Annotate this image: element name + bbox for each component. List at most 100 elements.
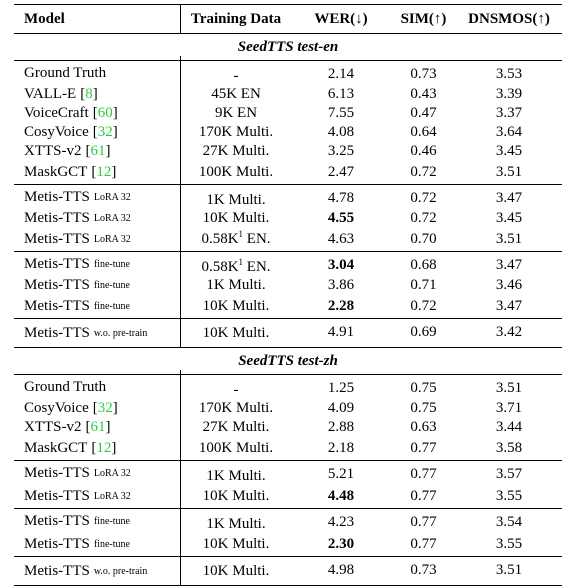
table-row: Metis-TTS fine-tune 10K Multi. 2.28 0.72 3.47 (14, 295, 562, 318)
footnote-mark: 1 (238, 257, 244, 267)
model-cell: XTTS-v2 [61] (14, 418, 181, 437)
table-row: Metis-TTS fine-tune 1K Multi. 3.86 0.71 3.46 (14, 276, 562, 295)
citation-part: ] (92, 86, 98, 102)
model-name: Metis-TTS (24, 536, 90, 552)
header-cell: DNSMOS(↑) (468, 10, 550, 27)
citation-part: [ (92, 105, 98, 121)
wer-cell: 4.63 (327, 231, 355, 247)
results-table: Model Training Data WER(↓) SIM(↑) DNSMOS(↑) S… (14, 4, 562, 586)
training-data-cell: 9K EN (181, 105, 291, 122)
citation-part: ] (105, 419, 111, 435)
model-cell: CosyVoice [32] (14, 123, 181, 142)
citation-part: [ (85, 419, 91, 435)
model-cell: CosyVoice [32] (14, 399, 181, 418)
training-data: 170K Multi. (198, 124, 274, 140)
citation-part: [ (92, 400, 98, 416)
training-data: 1K Multi. (206, 516, 266, 532)
model-cell: Metis-TTS fine-tune (14, 276, 181, 295)
training-data-cell: 10K Multi. (181, 536, 291, 553)
training-data-cell: 10K Multi. (181, 563, 291, 580)
dnsmos-cell: 3.47 (495, 257, 523, 273)
sim-cell: 0.77 (410, 488, 437, 504)
sim-cell: 0.72 (410, 298, 437, 314)
wer-cell: 4.98 (327, 561, 355, 578)
training-data-cell: 0.58K1 EN. (181, 257, 291, 276)
model-name: VALL-E (24, 86, 77, 102)
citation: [12] (91, 440, 116, 457)
citation-part: 32 (97, 124, 113, 140)
header-row: Model Training Data WER(↓) SIM(↑) DNSMOS(↑) (14, 5, 562, 34)
training-data-cell: 100K Multi. (181, 440, 291, 457)
model-cell: Metis-TTS fine-tune (14, 295, 181, 318)
model-name: Metis-TTS (24, 562, 90, 579)
table-row: Ground Truth - 2.14 0.73 3.53 (14, 56, 562, 85)
table-row: Ground Truth - 1.25 0.75 3.51 (14, 370, 562, 399)
training-data-cell: 27K Multi. (181, 419, 291, 436)
table-row: Metis-TTS LoRA 32 0.58K1 EN. 4.63 0.70 3.51 (14, 228, 562, 251)
training-data: 10K Multi. (202, 488, 270, 504)
training-data-cell: 1K Multi. (181, 468, 291, 485)
training-data-cell: 0.58K1 EN. (181, 229, 291, 248)
sim-cell: 0.71 (410, 277, 437, 293)
sim-cell: 0.72 (410, 164, 437, 180)
wer-cell: 2.88 (327, 419, 355, 435)
table-row: Metis-TTS fine-tune 1K Multi. 4.23 0.77 3.54 (14, 504, 562, 533)
wer-cell: 3.25 (327, 143, 355, 159)
training-data: 27K Multi. (202, 143, 270, 159)
citation-part: [ (85, 143, 91, 159)
citation: [32] (93, 124, 118, 141)
wer-cell: 4.09 (327, 400, 355, 416)
header-cell: Model (14, 5, 181, 33)
footnote-mark: 1 (238, 229, 244, 239)
model-name: Metis-TTS (24, 512, 90, 529)
citation: [61] (86, 419, 111, 436)
model-cell: Metis-TTS LoRA 32 (14, 485, 181, 508)
model-variant: LoRA 32 (93, 234, 131, 245)
dnsmos-cell: 3.64 (495, 124, 523, 140)
training-data-suffix: EN. (243, 231, 271, 247)
training-data: 10K Multi. (202, 324, 270, 341)
model-variant: fine-tune (93, 301, 130, 312)
header-cell: Training Data (190, 10, 282, 27)
citation: [8] (80, 86, 98, 103)
model-name: CosyVoice (24, 400, 89, 416)
model-variant: fine-tune (93, 280, 130, 291)
wer-cell: 4.91 (327, 323, 355, 340)
training-data: 0.58K (201, 231, 239, 247)
sim-cell: 0.72 (410, 210, 437, 226)
training-data: 170K Multi. (198, 400, 274, 416)
dnsmos-cell: 3.45 (495, 143, 523, 159)
citation: [60] (93, 105, 118, 122)
dnsmos-cell: 3.53 (495, 66, 523, 82)
sim-cell: 0.75 (410, 380, 437, 396)
training-data-cell: - (181, 68, 291, 85)
citation: [12] (91, 164, 116, 181)
model-variant: w.o. pre-train (93, 327, 148, 339)
wer-cell: 2.30 (327, 536, 355, 552)
model-name: Metis-TTS (24, 277, 90, 293)
model-name: VoiceCraft (24, 105, 89, 121)
sim-cell: 0.77 (410, 536, 437, 552)
training-data-cell: 10K Multi. (181, 298, 291, 315)
model-cell: Metis-TTS w.o. pre-train (14, 552, 181, 585)
table-row: VALL-E [8] 45K EN 6.13 0.43 3.39 (14, 85, 562, 104)
citation-part: [ (91, 164, 97, 180)
model-name: CosyVoice (24, 124, 89, 140)
model-name: Metis-TTS (24, 188, 90, 205)
sim-cell: 0.73 (410, 561, 437, 578)
training-data: 100K Multi. (198, 164, 274, 180)
dnsmos-cell: 3.37 (495, 105, 523, 121)
model-name: Metis-TTS (24, 464, 90, 481)
citation-part: 60 (97, 105, 113, 121)
model-cell: XTTS-v2 [61] (14, 142, 181, 161)
model-variant: fine-tune (93, 539, 130, 550)
dnsmos-cell: 3.55 (495, 536, 523, 552)
model-name: Ground Truth (24, 64, 107, 81)
training-data: 10K Multi. (202, 298, 270, 314)
dnsmos-cell: 3.58 (495, 440, 523, 456)
sim-cell: 0.47 (410, 105, 437, 121)
section-title: SeedTTS test-en (14, 34, 562, 61)
dnsmos-cell: 3.71 (495, 400, 523, 416)
sim-cell: 0.72 (410, 190, 437, 206)
